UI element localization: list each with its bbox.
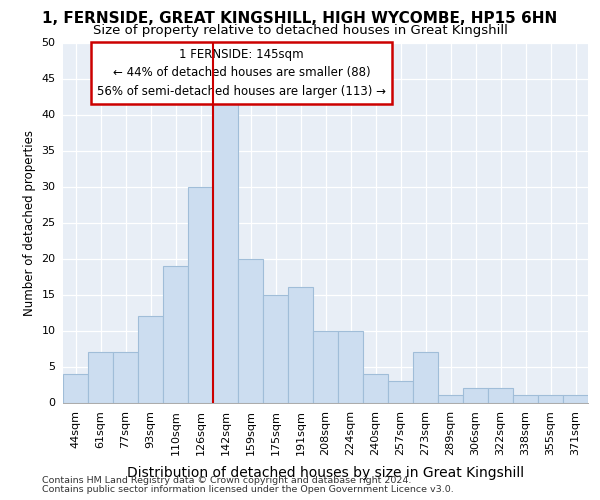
Bar xyxy=(538,396,563,402)
Bar xyxy=(513,396,538,402)
Bar xyxy=(563,396,588,402)
Bar xyxy=(413,352,438,403)
Bar xyxy=(238,258,263,402)
Bar xyxy=(288,288,313,403)
Bar xyxy=(113,352,138,403)
Bar xyxy=(88,352,113,403)
Bar xyxy=(363,374,388,402)
Text: Size of property relative to detached houses in Great Kingshill: Size of property relative to detached ho… xyxy=(92,24,508,37)
Bar xyxy=(263,294,288,403)
Text: Contains HM Land Registry data © Crown copyright and database right 2024.: Contains HM Land Registry data © Crown c… xyxy=(42,476,412,485)
Bar xyxy=(138,316,163,402)
Text: 1, FERNSIDE, GREAT KINGSHILL, HIGH WYCOMBE, HP15 6HN: 1, FERNSIDE, GREAT KINGSHILL, HIGH WYCOM… xyxy=(43,11,557,26)
Y-axis label: Number of detached properties: Number of detached properties xyxy=(23,130,35,316)
Bar xyxy=(188,186,213,402)
Bar xyxy=(488,388,513,402)
Bar xyxy=(163,266,188,402)
Bar xyxy=(313,330,338,402)
Bar xyxy=(213,100,238,402)
X-axis label: Distribution of detached houses by size in Great Kingshill: Distribution of detached houses by size … xyxy=(127,466,524,480)
Bar xyxy=(388,381,413,402)
Bar xyxy=(338,330,363,402)
Text: Contains public sector information licensed under the Open Government Licence v3: Contains public sector information licen… xyxy=(42,485,454,494)
Text: 1 FERNSIDE: 145sqm
← 44% of detached houses are smaller (88)
56% of semi-detache: 1 FERNSIDE: 145sqm ← 44% of detached hou… xyxy=(97,48,386,98)
Bar xyxy=(63,374,88,402)
Bar xyxy=(463,388,488,402)
Bar xyxy=(438,396,463,402)
